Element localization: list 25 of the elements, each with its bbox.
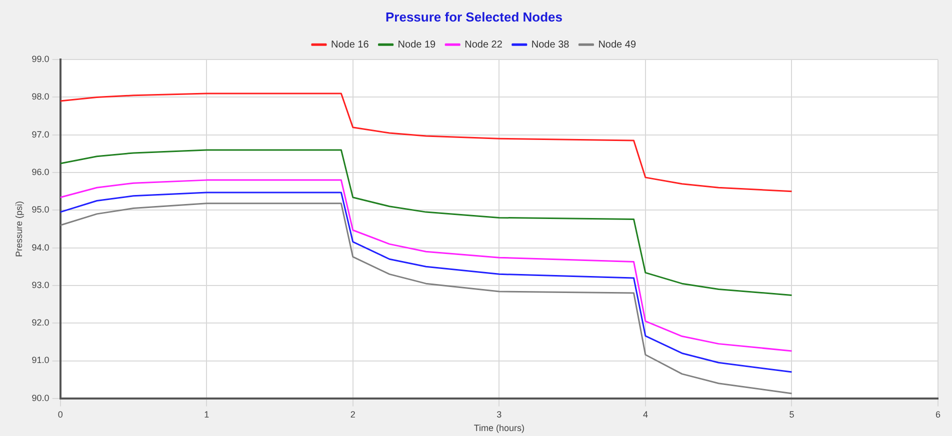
- y-tick-label: 93.0: [32, 280, 50, 290]
- y-tick-label: 91.0: [32, 355, 50, 366]
- y-axis-title: Pressure (psi): [14, 200, 24, 258]
- y-tick-label: 98.0: [32, 92, 50, 102]
- y-tick-label: 92.0: [32, 318, 50, 328]
- chart-title: Pressure for Selected Nodes: [385, 9, 563, 24]
- x-tick-label: 4: [642, 409, 648, 420]
- x-tick-label: 2: [350, 409, 356, 420]
- x-tick-label: 1: [204, 409, 210, 420]
- y-tick-label: 96.0: [32, 167, 50, 178]
- y-tick-label: 95.0: [32, 204, 50, 215]
- x-tick-label: 0: [58, 409, 63, 420]
- y-tick-label: 97.0: [32, 129, 50, 140]
- x-axis-title: Time (hours): [474, 423, 524, 434]
- legend-label: Node 22: [464, 39, 503, 50]
- y-tick-label: 90.0: [32, 392, 50, 403]
- x-tick-label: 3: [496, 409, 502, 420]
- x-tick-label: 5: [789, 409, 794, 420]
- y-tick-label: 94.0: [32, 242, 50, 252]
- legend-label: Node 38: [531, 39, 570, 50]
- y-tick-label: 99.0: [32, 54, 50, 64]
- legend-label: Node 19: [398, 39, 436, 50]
- legend-label: Node 49: [598, 39, 636, 50]
- x-tick-label: 6: [935, 409, 941, 420]
- legend-label: Node 16: [330, 39, 370, 50]
